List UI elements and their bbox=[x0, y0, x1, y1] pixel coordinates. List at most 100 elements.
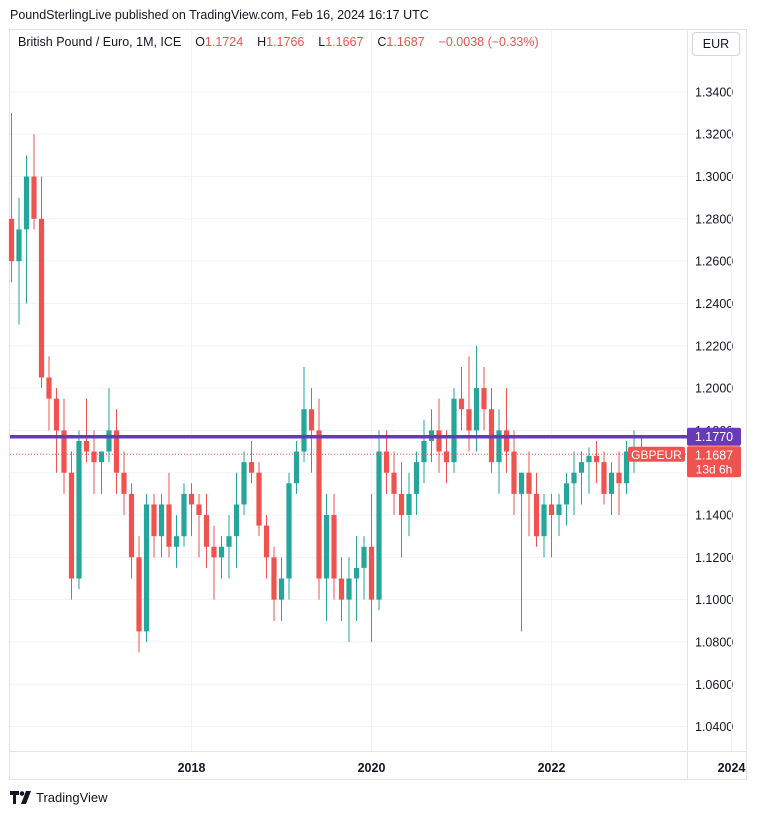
y-tick-label: 1.3000 bbox=[695, 170, 733, 184]
y-tick-label: 1.2800 bbox=[695, 212, 733, 226]
candle-body bbox=[61, 430, 67, 473]
y-tick-label: 1.2600 bbox=[695, 255, 733, 269]
published-caption: PoundSterlingLive published on TradingVi… bbox=[10, 8, 429, 22]
x-tick-label: 2020 bbox=[358, 761, 386, 775]
candle-body bbox=[196, 504, 202, 516]
level-label: 1.1770 bbox=[695, 430, 733, 444]
candle-body bbox=[271, 557, 277, 600]
candle-body bbox=[466, 409, 472, 431]
candle-body bbox=[241, 462, 247, 505]
candle-body bbox=[121, 472, 127, 494]
candle-body bbox=[616, 472, 622, 484]
candle-body bbox=[68, 472, 75, 579]
candle-body bbox=[106, 430, 112, 452]
candle-body bbox=[181, 493, 187, 537]
x-tick-label: 2024 bbox=[718, 761, 746, 775]
open-label: O bbox=[195, 35, 205, 49]
candle-body bbox=[293, 451, 300, 484]
currency-button[interactable]: EUR bbox=[692, 32, 740, 56]
candle-body bbox=[496, 430, 502, 463]
candle-body bbox=[158, 504, 165, 537]
chart-frame bbox=[9, 29, 747, 780]
candle-body bbox=[361, 546, 367, 568]
high-label: H bbox=[257, 35, 267, 49]
candle-body bbox=[38, 218, 45, 378]
candle-body bbox=[481, 388, 487, 410]
candle-body bbox=[211, 546, 217, 558]
candle-body bbox=[143, 504, 150, 632]
tradingview-brand: TradingView bbox=[36, 790, 108, 805]
candle-body bbox=[601, 462, 607, 494]
candle-body bbox=[421, 440, 427, 463]
y-tick-label: 1.2000 bbox=[695, 382, 733, 396]
candle-body bbox=[526, 472, 532, 494]
candle-body bbox=[166, 504, 172, 547]
y-tick-label: 1.1000 bbox=[695, 593, 733, 607]
candle-body bbox=[511, 451, 517, 494]
candle-body bbox=[91, 451, 97, 463]
candle-body bbox=[76, 440, 82, 579]
candle-body bbox=[23, 176, 30, 230]
y-tick-label: 1.1400 bbox=[695, 509, 733, 523]
candle-body bbox=[128, 493, 135, 558]
candle-body bbox=[53, 398, 60, 431]
ohlc-legend: British Pound / Euro, 1M, ICE O1.1724 H1… bbox=[18, 35, 539, 49]
y-tick-label: 1.3200 bbox=[695, 128, 733, 142]
candle-body bbox=[346, 578, 352, 600]
candle-body bbox=[248, 462, 255, 473]
y-tick-label: 1.3400 bbox=[695, 85, 733, 99]
close-label: C bbox=[377, 35, 387, 49]
y-tick-label: 1.2400 bbox=[695, 297, 733, 311]
countdown-label: 13d 6h bbox=[696, 462, 733, 476]
candle-body bbox=[473, 388, 480, 431]
tradingview-icon bbox=[10, 790, 31, 804]
candle-body bbox=[16, 229, 22, 262]
candle-body bbox=[286, 483, 292, 579]
candle-body bbox=[301, 409, 307, 452]
level-label-bg bbox=[687, 427, 741, 446]
candle-body bbox=[436, 430, 442, 452]
open-value: 1.1724 bbox=[204, 35, 244, 49]
tradingview-logo[interactable]: TradingView bbox=[10, 790, 108, 805]
y-tick-label: 1.0800 bbox=[695, 635, 733, 649]
candle-body bbox=[556, 504, 562, 516]
candle-body bbox=[83, 440, 90, 452]
candle-body bbox=[368, 546, 375, 600]
candle-body bbox=[548, 504, 555, 516]
symbol-tag: GBPEUR bbox=[631, 448, 682, 462]
candle-body bbox=[31, 176, 37, 219]
candle-body bbox=[323, 515, 330, 579]
candle-body bbox=[46, 377, 52, 399]
low-label: L bbox=[318, 35, 326, 49]
candle-body bbox=[391, 472, 397, 494]
candle-body bbox=[586, 455, 592, 463]
candle-body bbox=[533, 493, 540, 537]
candle-body bbox=[458, 398, 465, 410]
candle-body bbox=[8, 218, 15, 262]
change-value: −0.0038 (−0.33%) bbox=[438, 35, 539, 49]
candle-body bbox=[316, 430, 322, 579]
x-tick-label: 2022 bbox=[538, 761, 566, 775]
candle-body bbox=[113, 430, 120, 473]
candle-body bbox=[203, 515, 210, 547]
candle-body bbox=[563, 483, 570, 505]
x-tick-label: 2018 bbox=[178, 761, 206, 775]
high-value: 1.1766 bbox=[266, 35, 305, 49]
close-value: 1.1687 bbox=[386, 35, 425, 49]
candle-body bbox=[451, 398, 457, 463]
candle-body bbox=[541, 504, 547, 537]
candle-body bbox=[98, 451, 105, 463]
candle-body bbox=[173, 536, 180, 547]
candle-body bbox=[136, 557, 142, 632]
candle-body bbox=[331, 515, 337, 579]
candle-body bbox=[151, 504, 157, 537]
last-price-value: 1.1687 bbox=[695, 448, 733, 462]
candle-body bbox=[571, 472, 577, 484]
candle-body bbox=[353, 567, 360, 579]
candle-body bbox=[623, 451, 630, 484]
candle-body bbox=[578, 462, 585, 473]
y-tick-label: 1.2200 bbox=[695, 339, 733, 353]
candle-body bbox=[226, 536, 232, 547]
candle-body bbox=[406, 493, 412, 516]
